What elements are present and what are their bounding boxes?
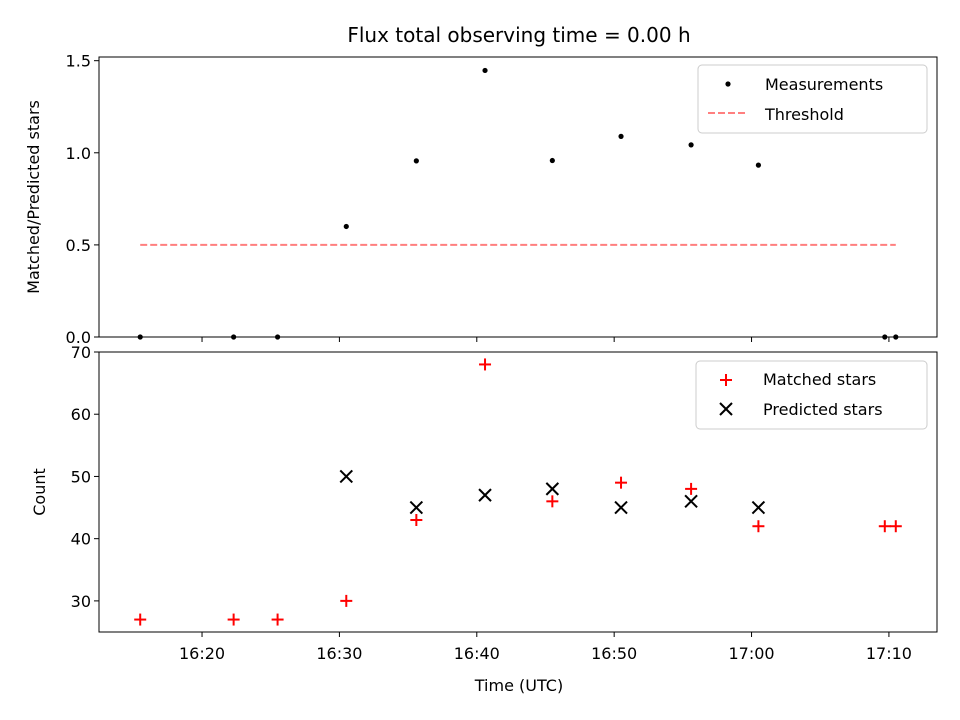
legend-measurements-label: Measurements xyxy=(765,75,883,94)
matched-point xyxy=(546,495,559,508)
matched-point xyxy=(615,476,628,489)
legend-matched-label: Matched stars xyxy=(763,370,876,389)
predicted-point xyxy=(545,482,560,496)
legend-matched-marker xyxy=(720,374,732,386)
top-y-axis-label: Matched/Predicted stars xyxy=(24,100,43,294)
bottom-x-axis-label: Time (UTC) xyxy=(474,676,563,695)
bottom-y-ticks: 30 40 50 60 70 xyxy=(71,343,99,611)
matched-point xyxy=(889,520,902,533)
measurement-point xyxy=(549,157,555,164)
top-panel: Flux total observing time = 0.00 h Match… xyxy=(24,23,938,347)
bottom-legend-box xyxy=(695,360,928,430)
top-legend: Measurements Threshold xyxy=(697,64,928,134)
top-y-tick-label: 1.0 xyxy=(66,144,91,163)
legend-predicted-label: Predicted stars xyxy=(763,400,883,419)
bottom-x-tick-label: 16:30 xyxy=(316,644,362,663)
bottom-x-tick-label: 16:20 xyxy=(179,644,225,663)
bottom-x-tick-label: 17:00 xyxy=(728,644,774,663)
predicted-point xyxy=(409,500,424,515)
predicted-point xyxy=(339,469,353,484)
legend-predicted-marker xyxy=(719,402,733,416)
top-legend-box xyxy=(697,64,928,134)
bottom-y-tick-label: 60 xyxy=(71,405,91,424)
bottom-plot-frame xyxy=(98,351,938,633)
top-y-tick-label: 0.5 xyxy=(66,236,91,255)
top-y-tick-label: 0.0 xyxy=(66,328,91,347)
measurement-point xyxy=(755,162,762,168)
matched-point xyxy=(340,594,353,607)
predicted-point xyxy=(684,494,698,509)
bottom-y-tick-label: 30 xyxy=(71,592,91,611)
measurement-point xyxy=(618,133,624,139)
matched-point xyxy=(410,514,423,526)
bottom-x-ticks: 16:20 16:30 16:40 16:50 17:00 17:10 xyxy=(179,632,912,663)
top-y-ticks: 0.0 0.5 1.0 1.5 xyxy=(66,52,99,347)
bottom-x-tick-label: 16:40 xyxy=(454,644,500,663)
measurement-point xyxy=(413,158,419,164)
bottom-x-tick-label: 16:50 xyxy=(591,644,637,663)
predicted-point xyxy=(478,488,492,502)
matched-point xyxy=(752,520,765,533)
top-marks xyxy=(137,67,899,340)
bottom-marks xyxy=(134,358,902,626)
bottom-y-tick-label: 40 xyxy=(71,530,91,549)
measurement-point xyxy=(482,67,488,74)
legend-threshold-label: Threshold xyxy=(764,105,844,124)
matched-point xyxy=(479,358,492,371)
top-plot-frame xyxy=(98,56,938,338)
predicted-point xyxy=(614,500,628,515)
bottom-legend: Matched stars Predicted stars xyxy=(695,360,928,430)
bottom-x-tick-label: 17:10 xyxy=(866,644,912,663)
matched-point xyxy=(271,613,284,626)
matched-point xyxy=(227,613,240,626)
top-y-tick-label: 1.5 xyxy=(66,52,91,71)
matched-point xyxy=(878,520,891,533)
top-x-ticks xyxy=(201,337,890,342)
predicted-point xyxy=(751,500,766,515)
chart-title: Flux total observing time = 0.00 h xyxy=(347,23,690,47)
legend-measurements-marker xyxy=(725,81,731,87)
matched-point xyxy=(134,613,147,626)
measurement-point xyxy=(688,142,694,148)
bottom-y-tick-label: 70 xyxy=(71,343,91,362)
matched-point xyxy=(685,482,698,495)
bottom-y-axis-label: Count xyxy=(30,468,49,516)
measurement-point xyxy=(343,223,349,230)
bottom-y-tick-label: 50 xyxy=(71,467,91,486)
